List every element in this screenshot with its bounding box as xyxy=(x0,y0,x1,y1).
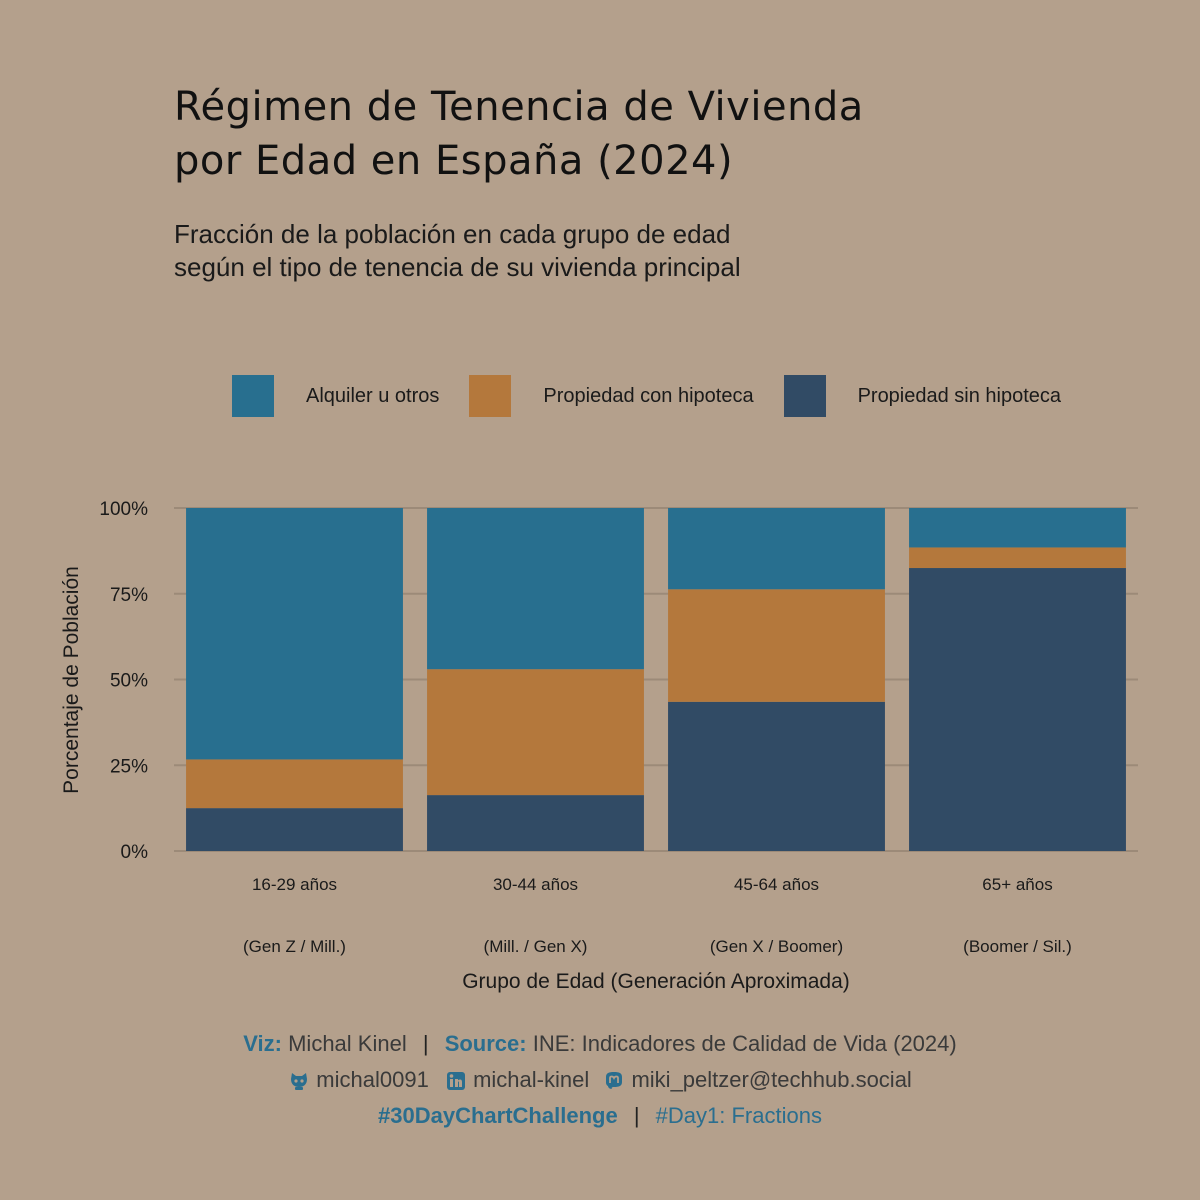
legend-swatch xyxy=(232,375,274,417)
chart-subtitle-line: Fracción de la población en cada grupo d… xyxy=(174,219,731,249)
social-row: michal0091 michal-kinel miki_peltzer@tec… xyxy=(0,1062,1200,1098)
challenge-row: #30DayChartChallenge | #Day1: Fractions xyxy=(0,1098,1200,1134)
bar-segment xyxy=(668,589,885,702)
chart-title: Régimen de Tenencia de Vivienda por Edad… xyxy=(174,80,864,188)
linkedin-icon xyxy=(446,1072,465,1091)
x-tick-sublabel: (Mill. / Gen X) xyxy=(484,937,588,956)
bar-segment xyxy=(427,795,644,851)
chart-subtitle: Fracción de la población en cada grupo d… xyxy=(174,218,741,284)
github-handle[interactable]: michal0091 xyxy=(316,1067,429,1092)
source-name: INE: Indicadores de Calidad de Vida (202… xyxy=(532,1031,957,1056)
legend-label: Alquiler u otros xyxy=(306,384,440,407)
separator: | xyxy=(633,1103,640,1128)
x-tick-sublabel: (Gen X / Boomer) xyxy=(710,937,843,956)
x-tick-label: 30-44 años xyxy=(493,875,578,894)
bar-segment xyxy=(668,508,885,590)
bar-segment xyxy=(186,508,403,760)
y-tick-label: 75% xyxy=(110,585,148,606)
y-tick-label: 100% xyxy=(99,499,148,520)
y-tick-label: 25% xyxy=(110,756,148,777)
bar-segment xyxy=(186,808,403,851)
viz-name: Michal Kinel xyxy=(288,1031,407,1056)
x-axis-title: Grupo de Edad (Generación Aproximada) xyxy=(462,970,850,993)
source-label: Source: xyxy=(444,1031,527,1056)
y-tick-label: 0% xyxy=(121,842,149,863)
chart-title-line: por Edad en España (2024) xyxy=(174,138,734,184)
bar-segment xyxy=(909,568,1126,851)
bar-segment xyxy=(427,669,644,796)
x-tick-sublabel: (Boomer / Sil.) xyxy=(963,937,1072,956)
legend-swatch xyxy=(469,375,512,417)
y-axis-title: Porcentaje de Población xyxy=(60,566,83,794)
day-tag[interactable]: #Day1: Fractions xyxy=(655,1103,822,1128)
bar-segment xyxy=(909,508,1126,548)
x-tick-sublabel: (Gen Z / Mill.) xyxy=(243,937,346,956)
legend-item-sin-hipoteca: Propiedad sin hipoteca xyxy=(783,375,1091,417)
stacked-bar-chart: 0% 25% 50% 75% 100% 16-29 años (Gen Z / Mill.)… xyxy=(60,499,1138,993)
chart-legend: Alquiler u otros Propiedad con hipoteca … xyxy=(232,375,1091,417)
legend-item-con-hipoteca: Propiedad con hipoteca xyxy=(469,375,783,417)
credits-row: Viz: Michal Kinel | Source: INE: Indicad… xyxy=(0,1026,1200,1062)
chart-footer: Viz: Michal Kinel | Source: INE: Indicad… xyxy=(0,1026,1200,1134)
mastodon-icon xyxy=(606,1072,623,1090)
bar-segment xyxy=(427,508,644,670)
bar-segment xyxy=(668,701,885,851)
chart-title-line: Régimen de Tenencia de Vivienda xyxy=(174,84,864,130)
hashtag[interactable]: #30DayChartChallenge xyxy=(378,1103,618,1128)
legend-label: Propiedad con hipoteca xyxy=(543,384,754,407)
chart-subtitle-line: según el tipo de tenencia de su vivienda… xyxy=(174,252,741,282)
mastodon-handle[interactable]: miki_peltzer@techhub.social xyxy=(631,1067,912,1092)
bar-segment xyxy=(909,547,1126,569)
bar-segment xyxy=(186,759,403,809)
x-tick-label: 65+ años xyxy=(982,875,1052,894)
legend-item-alquiler: Alquiler u otros xyxy=(232,375,469,417)
x-tick-label: 16-29 años xyxy=(252,875,337,894)
github-icon xyxy=(291,1073,308,1091)
y-tick-label: 50% xyxy=(110,671,148,692)
separator: | xyxy=(422,1031,429,1056)
legend-label: Propiedad sin hipoteca xyxy=(857,384,1062,407)
linkedin-handle[interactable]: michal-kinel xyxy=(473,1067,590,1092)
legend-swatch xyxy=(783,375,826,417)
viz-label: Viz: xyxy=(243,1031,282,1056)
x-tick-label: 45-64 años xyxy=(734,875,819,894)
